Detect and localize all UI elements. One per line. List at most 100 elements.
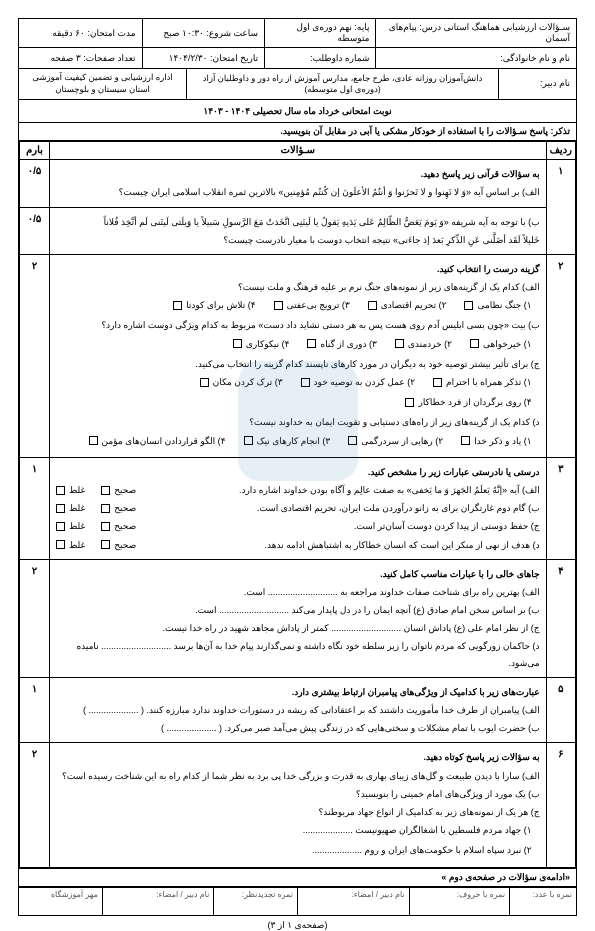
title-line-1: نوبت امتحانی خرداد ماه سال تحصیلی ۱۴۰۴ -…	[25, 104, 570, 118]
row-6: ۶ به سؤالات زیر پاسخ کوتاه دهید. الف) سا…	[20, 743, 576, 867]
row-4: ۴ جاهای خالی را با عبارات مناسب کامل کنی…	[20, 559, 576, 677]
opt[interactable]: ۲) رهایی از سردرگمی	[348, 433, 443, 449]
page-number: (صفحه‌ی ۱ از ۳)	[18, 920, 577, 931]
title-block: نوبت امتحانی خرداد ماه سال تحصیلی ۱۴۰۴ -…	[19, 100, 576, 123]
q3-item: الف) آیه «إنَّهُ یَعلَمُ الجَهرَ وَ ما ی…	[56, 482, 540, 498]
q4-c: ج) از نظر امام علی (ع) پاداش انسان .....…	[56, 620, 540, 636]
q3-body: درستی یا نادرستی عبارات زیر را مشخص کنید…	[50, 457, 547, 559]
opt[interactable]: ۳) انجام کارهای نیک	[244, 433, 331, 449]
sign-table: نمره با عدد: نمره با حروف: نام دبیر / ام…	[18, 887, 577, 916]
table-head: ردیف سـؤالات بارم	[20, 142, 576, 160]
q2-a-opts: ۱) جنگ نظامی ۲) تحریم اقتصادی ۳) ترویج ب…	[56, 297, 532, 313]
row-3: ۳ درستی یا نادرستی عبارات زیر را مشخص کن…	[20, 457, 576, 559]
sign-cell: نمره با عدد:	[510, 887, 577, 915]
q6-sub: ۱) جهاد مردم فلسطین با اشغالگران صهیونیس…	[56, 822, 532, 858]
hdr-office: اداره ارزشیابی و تضمین کیفیت آموزشی استا…	[19, 69, 186, 99]
score-4: ۲	[20, 559, 50, 677]
opt-true[interactable]: صحیح	[101, 537, 136, 553]
opt-true[interactable]: صحیح	[101, 482, 136, 498]
q6-c: ج) هر یک از نمونه‌های زیر به کدامیک از ا…	[56, 804, 540, 820]
hdr-date: تاریخ امتحان: ۱۴۰۴/۲/۳۰	[142, 48, 265, 68]
hdr-teacher: نام دبیر:	[498, 69, 576, 99]
opt[interactable]: ۳) ترک کردن مکان	[200, 374, 283, 390]
opt-false[interactable]: غلط	[56, 500, 85, 516]
q2-d-opts: ۱) یاد و ذکر خدا ۲) رهایی از سردرگمی ۳) …	[56, 433, 532, 449]
score-1a: ۰/۵	[20, 160, 50, 207]
row-1b: ب) با توجه به آیه شریفه «وَ یَومَ یَعَضُ…	[20, 207, 576, 254]
q5-body: عبارت‌های زیر با کدامیک از ویژگی‌های پیا…	[50, 677, 547, 743]
q2-b-opts: ۱) خیرخواهی ۲) خردمندی ۳) دوری از گناه ۴…	[56, 336, 532, 352]
q3-item: ب) گام دوم غارتگران برای به زانو درآوردن…	[56, 500, 540, 516]
opt-true[interactable]: صحیح	[101, 518, 136, 534]
num-6: ۶	[546, 743, 575, 867]
q6-body: به سؤالات زیر پاسخ کوتاه دهید. الف) سارا…	[50, 743, 547, 867]
hdr-candidate: شماره داوطلب:	[264, 48, 375, 68]
head-score: بارم	[20, 142, 50, 160]
q3-lead: درستی یا نادرستی عبارات زیر را مشخص کنید…	[56, 464, 540, 480]
header-row-2: نام و نام خانوادگی: شماره داوطلب: تاریخ …	[19, 48, 576, 69]
q6-sub2: ۲) نبرد سپاه اسلام با حکومت‌های ایران و …	[312, 842, 532, 858]
q2-body: گزینه درست را انتخاب کنید. الف) کدام یک …	[50, 254, 547, 457]
sign-cell: مهر آموزشگاه	[19, 887, 103, 915]
q1-b1: ب) با توجه به آیه شریفه «وَ یَومَ یَعَضُ…	[56, 214, 540, 230]
q2-c-opts: ۱) تذکر همراه با احترام ۲) عمل کردن به ت…	[56, 374, 532, 410]
hdr-grade: پایه: نهم دوره‌ی اول متوسطه	[264, 19, 375, 47]
opt[interactable]: ۴) روی برگردان از فرد خطاکار	[405, 394, 531, 410]
q2-d: د) کدام یک از گزینه‌های زیر از راه‌های د…	[56, 414, 540, 430]
score-1b: ۰/۵	[20, 207, 50, 254]
num-2: ۲	[546, 254, 575, 457]
score-5: ۱	[20, 677, 50, 743]
opt-true[interactable]: صحیح	[101, 500, 136, 516]
opt[interactable]: ۲) عمل کردن به توصیه خود	[301, 374, 416, 390]
opt[interactable]: ۴) نیکوکاری	[233, 336, 290, 352]
hdr-pages: تعداد صفحات: ۳ صفحه	[19, 48, 142, 68]
opt-false[interactable]: غلط	[56, 518, 85, 534]
num-1: ۱	[546, 160, 575, 255]
questions-table: ردیف سـؤالات بارم ۱ به سؤالات قرآنی زیر …	[19, 141, 576, 867]
opt[interactable]: ۱) خیرخواهی	[470, 336, 532, 352]
row-2: ۲ گزینه درست را انتخاب کنید. الف) کدام ی…	[20, 254, 576, 457]
opt[interactable]: ۴) الگو قراردادن انسان‌های مؤمن	[89, 433, 226, 449]
q1-a: الف) بر اساس آیه «وَ لا تَهِنوا و لا تَح…	[56, 184, 540, 200]
page-frame: سـؤالات ارزشیابی هماهنگ استانی درس: پیام…	[18, 18, 577, 869]
hdr-start: ساعت شروع: ۱۰:۳۰ صبح	[142, 19, 265, 47]
score-2: ۲	[20, 254, 50, 457]
head-num: ردیف	[546, 142, 575, 160]
opt[interactable]: ۳) دوری از گناه	[307, 336, 376, 352]
opt[interactable]: ۳) ترویج بی‌عفتی	[274, 297, 350, 313]
score-6: ۲	[20, 743, 50, 867]
q2-c: ج) برای تأثیر بیشتر توصیه خود به دیگران …	[56, 356, 540, 372]
opt[interactable]: ۲) خردمندی	[395, 336, 452, 352]
q6-sub1: ۱) جهاد مردم فلسطین با اشغالگران صهیونیس…	[303, 822, 532, 838]
head-body: سـؤالات	[50, 142, 547, 160]
sign-cell: نام دبیر / امضاء:	[102, 887, 214, 915]
sign-cell: نمره با حروف:	[409, 887, 509, 915]
q2-b: ب) بیت «چون بسی ابلیس آدم روی هست پس به …	[56, 317, 540, 333]
q4-body: جاهای خالی را با عبارات مناسب کامل کنید.…	[50, 559, 547, 677]
sign-cell: نام دبیر / امضاء:	[298, 887, 410, 915]
opt[interactable]: ۱) یاد و ذکر خدا	[461, 433, 532, 449]
q4-b: ب) بر اساس سخن امام صادق (ع) آنچه ایمان …	[56, 602, 540, 618]
q2-lead: گزینه درست را انتخاب کنید.	[56, 261, 540, 277]
q6-a: الف) سارا با دیدن طبیعت و گل‌های زیبای ب…	[56, 768, 540, 784]
row-1a: ۱ به سؤالات قرآنی زیر پاسخ دهید. الف) بر…	[20, 160, 576, 207]
opt[interactable]: ۴) تلاش برای کودتا	[173, 297, 255, 313]
header-row-3: نام دبیر: دانش‌آموزان روزانه عادی، طرح ج…	[19, 69, 576, 100]
opt[interactable]: ۲) تحریم اقتصادی	[368, 297, 447, 313]
q1-body-a: به سؤالات قرآنی زیر پاسخ دهید. الف) بر ا…	[50, 160, 547, 207]
sign-cell: نمره تجدیدنظر:	[214, 887, 298, 915]
q2-a: الف) کدام یک از گزینه‌های زیر از نمونه‌ه…	[56, 279, 540, 295]
q3-item: ج) حفظ دوستی از پیدا کردن دوست آسان‌تر ا…	[56, 518, 540, 534]
opt[interactable]: ۱) تذکر همراه با احترام	[433, 374, 532, 390]
opt-false[interactable]: غلط	[56, 482, 85, 498]
q1-b2: خَلیلاً لَقَد أضَلَّنی عَنِ الذِّکرِ بَع…	[56, 232, 540, 248]
num-3: ۳	[546, 457, 575, 559]
q1-lead: به سؤالات قرآنی زیر پاسخ دهید.	[56, 166, 540, 182]
q5-a: الف) پیامبران از طرف خدا مأموریت داشتند …	[56, 702, 540, 718]
opt-false[interactable]: غلط	[56, 537, 85, 553]
opt[interactable]: ۱) جنگ نظامی	[464, 297, 531, 313]
q4-a: الف) بهترین راه برای شناخت صفات خداوند م…	[56, 584, 540, 600]
q4-d: د) حاکمان زورگویی که مردم ناتوان را زیر …	[56, 638, 540, 670]
hdr-subject: سـؤالات ارزشیابی هماهنگ استانی درس: پیام…	[375, 19, 576, 47]
row-5: ۵ عبارت‌های زیر با کدامیک از ویژگی‌های پ…	[20, 677, 576, 743]
